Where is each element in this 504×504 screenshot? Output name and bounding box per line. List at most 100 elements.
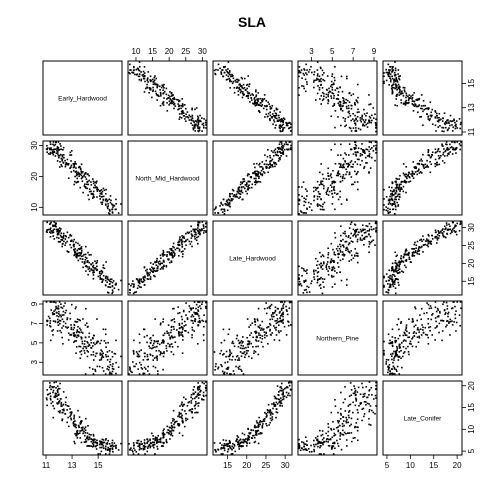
data-point	[52, 416, 55, 419]
data-point	[254, 321, 257, 323]
data-point	[341, 177, 344, 179]
data-point	[183, 248, 186, 250]
data-point	[408, 318, 410, 321]
data-point	[166, 251, 169, 253]
data-point	[115, 447, 117, 450]
data-point	[439, 310, 441, 313]
data-point	[163, 332, 166, 335]
data-point	[391, 182, 394, 185]
data-point	[191, 336, 193, 339]
data-point	[334, 89, 337, 91]
data-point	[391, 344, 394, 347]
data-point	[371, 147, 373, 149]
data-point	[138, 443, 141, 446]
data-point	[176, 247, 178, 250]
data-point	[108, 373, 111, 375]
data-point	[239, 88, 242, 91]
data-point	[114, 353, 117, 355]
data-point	[170, 95, 173, 97]
data-point	[103, 189, 106, 192]
data-point	[157, 340, 160, 342]
data-point	[353, 233, 355, 236]
data-point	[279, 141, 281, 143]
panel-frame	[127, 140, 208, 216]
data-point	[408, 94, 411, 96]
data-point	[282, 391, 285, 393]
data-point	[74, 251, 76, 254]
data-point	[363, 415, 365, 418]
data-point	[276, 120, 279, 123]
data-point	[59, 166, 61, 168]
data-point	[413, 173, 415, 175]
data-point	[396, 89, 398, 91]
data-point	[79, 351, 81, 353]
data-point	[191, 408, 194, 411]
data-point	[271, 164, 273, 166]
data-point	[423, 312, 426, 315]
data-point	[138, 446, 141, 449]
data-point	[339, 175, 342, 178]
data-point	[370, 121, 373, 124]
data-point	[362, 123, 364, 126]
data-point	[282, 311, 284, 314]
data-point	[339, 86, 341, 88]
data-point	[103, 441, 106, 444]
data-point	[401, 188, 403, 190]
data-point	[332, 420, 334, 423]
data-point	[392, 361, 394, 364]
data-point	[360, 230, 363, 233]
data-point	[350, 166, 353, 168]
data-point	[335, 174, 338, 177]
data-point	[180, 239, 183, 241]
data-point	[331, 446, 334, 449]
data-point	[405, 181, 408, 183]
data-point	[283, 118, 286, 121]
data-point	[391, 91, 394, 94]
data-point	[316, 61, 319, 63]
data-point	[84, 324, 87, 326]
data-point	[78, 172, 80, 175]
data-point	[416, 319, 419, 322]
data-point	[46, 393, 49, 396]
data-point	[334, 192, 336, 194]
data-point	[388, 364, 391, 366]
data-point	[319, 66, 322, 69]
data-point	[112, 363, 114, 365]
data-point	[402, 346, 405, 348]
data-point	[49, 228, 51, 231]
data-point	[413, 100, 416, 103]
data-point	[285, 155, 288, 157]
data-point	[411, 96, 414, 99]
data-point	[397, 69, 400, 71]
data-point	[100, 443, 103, 446]
data-point	[197, 122, 200, 124]
data-point	[319, 446, 321, 449]
data-point	[190, 319, 193, 322]
data-point	[86, 445, 88, 447]
data-point	[158, 260, 161, 263]
data-point	[226, 70, 228, 73]
data-point	[279, 389, 281, 392]
data-point	[84, 256, 87, 259]
data-point	[331, 182, 334, 185]
data-point	[259, 97, 262, 100]
data-point	[86, 355, 89, 358]
data-point	[158, 438, 161, 441]
data-point	[431, 313, 434, 315]
data-point	[137, 280, 139, 282]
panel-Northern_Pine-vs-Early_Hardwood	[42, 300, 123, 376]
data-point	[430, 243, 433, 245]
data-point	[198, 120, 200, 123]
data-point	[356, 238, 359, 241]
data-point	[185, 120, 187, 122]
data-point	[179, 236, 181, 238]
data-point	[85, 441, 87, 443]
data-point	[111, 367, 114, 370]
data-point	[354, 141, 357, 143]
data-point	[254, 103, 257, 105]
data-point	[196, 236, 198, 239]
data-point	[99, 446, 101, 449]
data-point	[428, 326, 430, 329]
data-point	[358, 405, 360, 407]
data-point	[407, 95, 409, 98]
